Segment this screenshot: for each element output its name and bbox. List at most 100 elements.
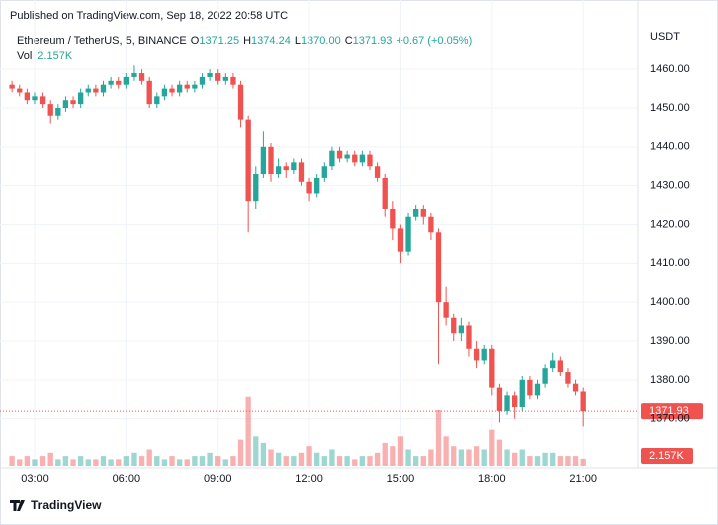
volume-bar	[519, 449, 525, 466]
x-tick-label: 15:00	[387, 473, 415, 485]
volume-bar	[245, 396, 251, 466]
candle-body	[435, 232, 442, 303]
volume-bar	[32, 459, 38, 466]
y-tick-label: 1400.00	[650, 296, 690, 308]
y-tick-label: 1420.00	[650, 218, 690, 230]
candle-body	[298, 162, 305, 182]
candle-body	[481, 348, 487, 361]
candle-body	[542, 368, 548, 384]
volume-bar	[481, 449, 487, 466]
candle-body	[489, 348, 495, 388]
volume-bar	[268, 449, 274, 466]
volume-bar	[184, 459, 190, 466]
candle-body	[336, 150, 343, 159]
candle-body	[199, 76, 206, 85]
ohlc-key: C	[345, 35, 353, 47]
volume-bar	[176, 459, 183, 466]
volume-bar	[108, 459, 114, 466]
volume-bar	[47, 452, 53, 466]
volume-tag-label: 2.157K	[649, 450, 685, 462]
volume-bar	[93, 459, 99, 466]
candle-body	[443, 302, 449, 318]
volume-bar	[298, 452, 305, 466]
volume-bar	[329, 449, 335, 466]
volume-bar	[138, 456, 145, 466]
volume-bar	[413, 456, 419, 466]
candle-body	[108, 80, 114, 85]
volume-value: 2.157K	[37, 50, 73, 62]
candle-body	[359, 154, 366, 163]
volume-bar	[473, 446, 480, 466]
brand: TradingView	[31, 498, 102, 512]
volume-bar	[17, 459, 23, 466]
volume-bar	[100, 456, 107, 466]
volume-bar	[321, 456, 327, 466]
volume-bar	[70, 459, 76, 466]
candle-body	[367, 154, 373, 167]
candle-body	[428, 216, 434, 233]
candle-body	[123, 76, 130, 85]
volume	[9, 396, 586, 466]
volume-bar	[550, 452, 556, 466]
volume-bar	[215, 456, 221, 466]
volume-bar	[260, 442, 267, 466]
brand-logo-dot	[20, 500, 25, 504]
tags: 1371.93 2.157K	[0, 403, 703, 464]
candle-body	[9, 84, 15, 89]
footer	[10, 500, 25, 511]
volume-bar	[336, 456, 343, 466]
candle-body	[222, 76, 228, 81]
candle-body	[291, 162, 297, 171]
volume-bar	[154, 456, 160, 466]
candle-body	[504, 395, 510, 411]
last-price-tag	[641, 403, 703, 420]
candle-body	[451, 317, 457, 334]
candle-body	[527, 379, 533, 396]
last-price-label: 1371.93	[649, 405, 689, 417]
volume-bar	[314, 452, 320, 466]
candle-body	[138, 73, 145, 81]
volume-name: Vol	[17, 50, 32, 62]
y-tick-label: 1370.00	[650, 413, 690, 425]
candle-body	[24, 92, 31, 101]
candle-body	[253, 174, 259, 202]
volume-bar	[504, 449, 510, 466]
y-tick-label: 1440.00	[650, 141, 690, 153]
x-tick-label: 12:00	[295, 473, 323, 485]
volume-bar	[557, 456, 564, 466]
candle-body	[565, 372, 571, 384]
volume-bar	[451, 446, 457, 466]
candle-body	[47, 104, 53, 116]
candle-body	[580, 391, 586, 412]
symbol-legend: Ethereum / TetherUS, 5, BINANCE O1371.25 H…	[17, 35, 472, 47]
volume-bar	[374, 452, 381, 466]
y-tick-label: 1380.00	[650, 374, 690, 386]
volume-bar	[123, 456, 130, 466]
volume-bar	[9, 456, 15, 466]
volume-bar	[435, 409, 442, 466]
candle-body	[458, 325, 465, 334]
change: +0.67 (+0.05%)	[396, 35, 472, 47]
candle-body	[161, 88, 168, 97]
candles	[9, 65, 586, 427]
volume-bar	[496, 439, 503, 466]
ohlc-value: 1370.00	[301, 35, 341, 47]
candle-body	[420, 208, 426, 217]
volume-bar	[199, 456, 206, 466]
volume-bar	[230, 456, 236, 466]
volume-bar	[24, 456, 31, 466]
candle-body	[382, 177, 388, 209]
x-tick-label: 21:00	[569, 473, 597, 485]
candle-body	[390, 208, 396, 229]
volume-bar	[542, 452, 548, 466]
candle-body	[17, 88, 23, 93]
volume-bar	[565, 456, 571, 466]
volume-bar	[405, 449, 411, 466]
ohlc-key: O	[191, 35, 200, 47]
volume-bar	[146, 449, 152, 466]
volume-bar	[359, 456, 366, 466]
x-tick-label: 06:00	[113, 473, 141, 485]
candle-body	[306, 181, 312, 194]
volume-bar	[458, 449, 465, 466]
